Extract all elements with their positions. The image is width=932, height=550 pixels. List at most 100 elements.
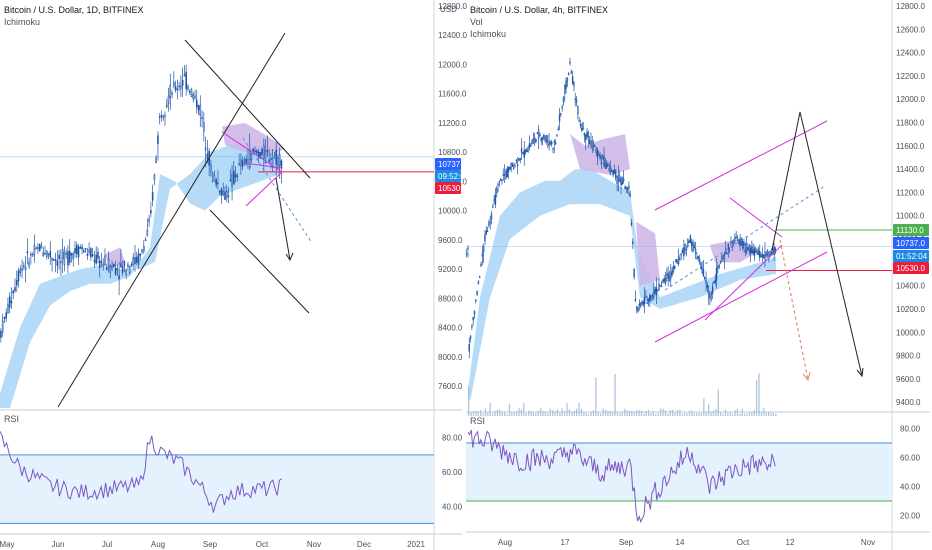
left-candle-body [70,252,73,256]
left-candle-body [125,269,127,275]
right-volume-bar [484,408,487,416]
left-candle-body [72,253,75,260]
right-candle-body [664,277,667,284]
right-candle-body [604,163,607,169]
right-volume-bar [758,373,760,416]
right-candle-body [613,169,616,174]
left-candle-body [123,261,126,266]
right-volume-bar [496,409,499,416]
right-candle-body [700,262,702,269]
right-volume-bar [626,410,628,416]
right-candle-body [564,85,566,94]
right-price-tag: 01:52:04 [896,252,928,261]
left-candle-body [263,145,265,159]
right-candle-body [625,187,627,190]
right-candle-body [484,234,486,242]
right-candle-body [496,188,498,194]
right-drawing-line [664,185,826,291]
left-candle-body [188,90,191,93]
right-volume-bar [588,413,590,416]
left-candle-body [234,174,237,178]
left-candle-body [23,265,25,268]
left-candle-body [8,296,11,308]
left-candle-body [139,254,142,256]
left-candle-body [7,304,9,314]
right-candle-body [556,134,558,136]
right-volume-bar [686,413,688,416]
left-candle-body [231,174,233,187]
right-volume-bar [616,412,619,416]
right-volume-bar [732,413,734,416]
right-volume-bar [753,410,755,416]
right-volume-bar [504,411,506,416]
right-candle-body [566,77,569,82]
right-volume-bar [705,411,707,416]
right-candle-body [620,176,622,186]
left-candle-body [213,175,216,182]
right-indicator-ichimoku[interactable]: Ichimoku [470,29,507,39]
right-volume-bar [660,408,662,416]
left-candle-body [51,258,53,261]
right-candle-body [533,137,536,143]
right-candle-body [503,174,506,176]
left-x-tick: May [0,540,15,549]
right-volume-bar [693,413,695,416]
right-candle-body [685,248,688,251]
left-candle-body [1,320,4,333]
right-candle-body [599,155,601,160]
left-candle-body [277,156,279,167]
left-candle-body [178,85,180,88]
right-volume-bar [540,408,542,416]
left-price-tag: 10737.0 [438,160,467,169]
right-candle-body [509,167,511,169]
left-candle-body [181,79,184,86]
right-volume-bar [609,411,611,416]
left-candle-body [31,254,34,257]
right-candle-body [585,134,587,140]
left-drawing-line [57,32,286,408]
right-candle-body [516,164,519,167]
left-candle-body [146,229,149,236]
right-candle-body [726,252,728,255]
right-volume-bar [559,412,561,416]
right-indicator-vol[interactable]: Vol [470,17,483,27]
right-volume-bar [568,409,571,416]
right-volume-bar [720,411,722,416]
left-candle-body [137,253,140,265]
left-rsi-band [0,454,434,524]
right-volume-bar [597,412,599,416]
right-candle-body [615,171,617,179]
left-x-tick: 2021 [407,540,425,549]
left-candle-body [65,253,67,255]
left-candle-body [97,251,99,259]
right-candle-body [765,254,767,256]
left-candle-body [90,248,92,258]
right-candle-body [673,265,676,269]
left-indicator-ichimoku[interactable]: Ichimoku [4,17,41,27]
right-volume-bar [717,389,719,416]
left-rsi-line [0,431,282,513]
right-candle-body [719,261,722,263]
right-y-tick: 10000.0 [896,328,925,337]
right-candle-body [656,289,659,292]
left-candle-body [3,317,6,319]
right-volume-bar [499,409,501,416]
right-candle-body [596,149,599,158]
left-candle-body [132,257,135,265]
right-volume-bar [532,411,535,416]
right-volume-bar [573,410,575,416]
right-candle-body [749,248,752,254]
right-candle-body [527,147,529,152]
right-volume-bar [655,413,657,416]
right-rsi-label[interactable]: RSI [470,416,486,426]
right-candle-body [670,272,672,280]
right-candle-body [732,241,735,244]
left-candle-body [201,117,203,119]
left-rsi-label[interactable]: RSI [4,414,20,424]
right-candle-body [696,257,698,260]
right-volume-bar [535,413,537,416]
left-candle-body [240,159,242,167]
right-volume-bar [506,413,508,416]
left-price-tag-bg [435,182,461,194]
